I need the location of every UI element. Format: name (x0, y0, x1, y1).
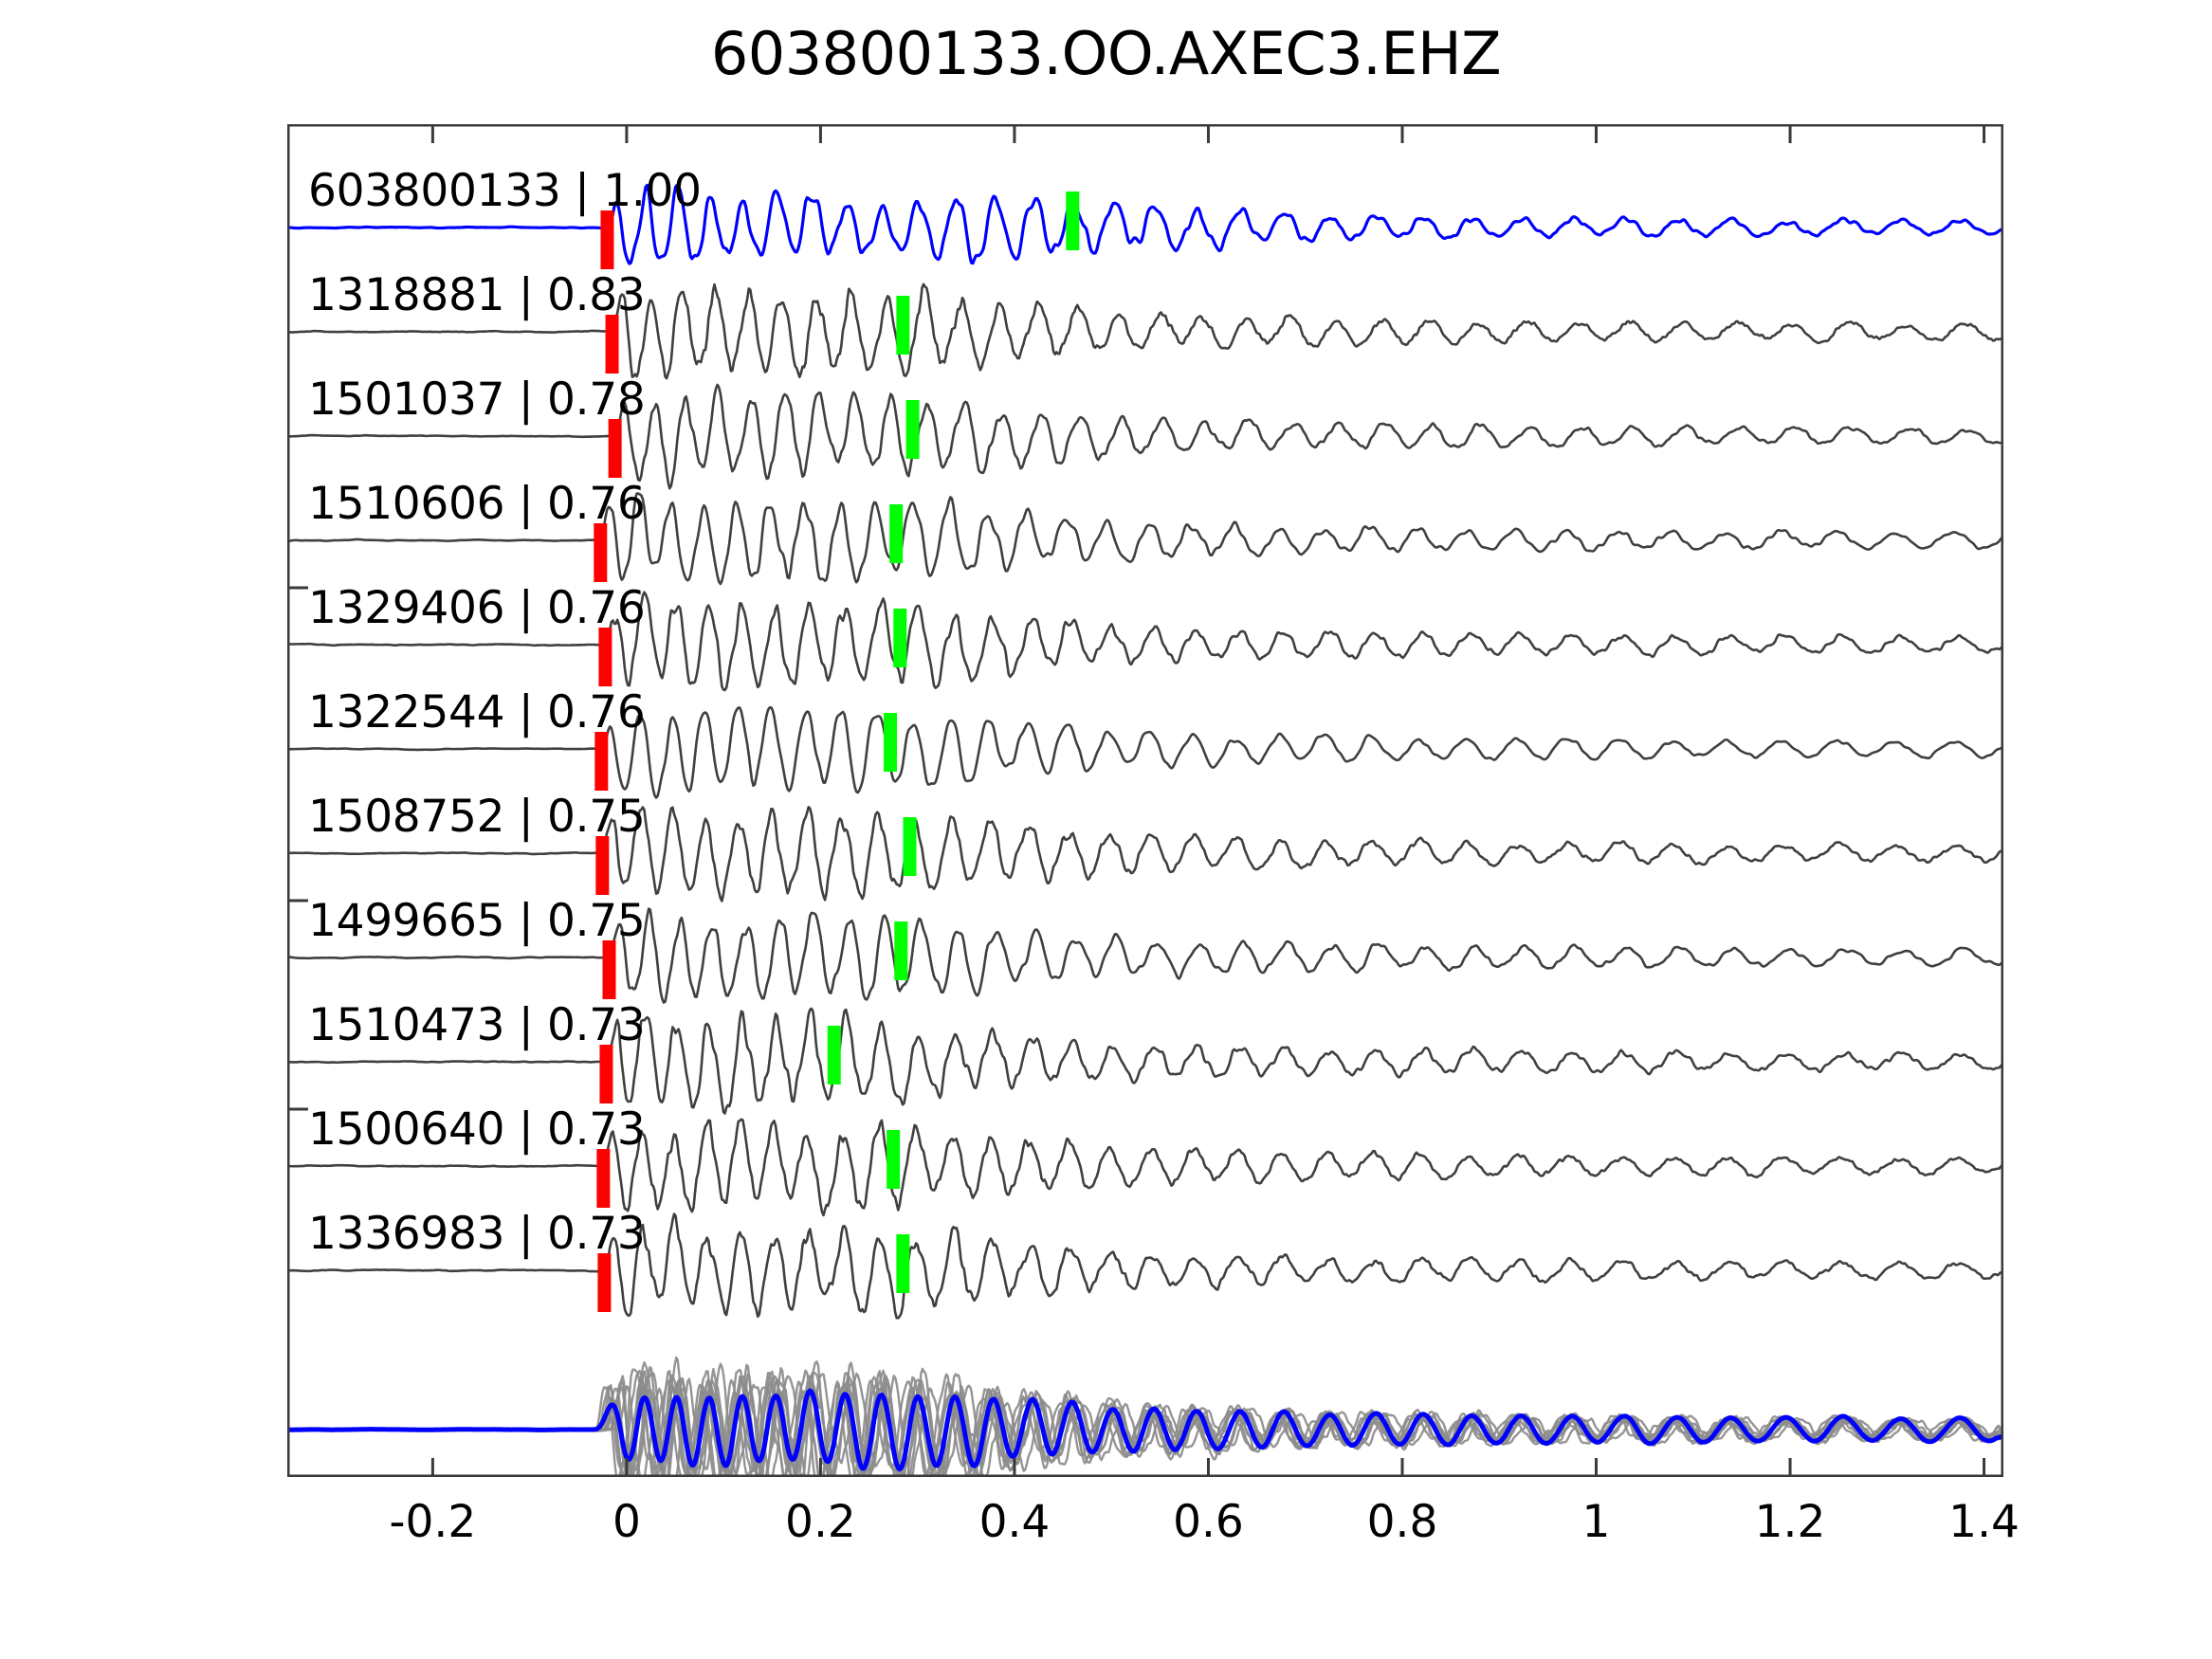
p-pick-marker (597, 1253, 612, 1312)
trace-label: 1510473 | 0.73 (308, 999, 646, 1051)
trace-label: 1329406 | 0.76 (308, 582, 646, 634)
waveform-trace (287, 1212, 2003, 1320)
x-tick-label: -0.2 (389, 1496, 477, 1548)
waveform-trace (287, 1118, 2003, 1217)
waveform-plot (287, 124, 2003, 1477)
x-tick-label: 0.2 (785, 1496, 856, 1548)
waveform-trace (287, 591, 2003, 692)
s-pick-marker (903, 817, 917, 876)
s-pick-marker (887, 1130, 901, 1189)
x-tick-label: 1 (1581, 1496, 1611, 1548)
waveform-trace (287, 492, 2003, 586)
s-pick-marker (889, 504, 904, 563)
p-pick-marker (598, 628, 612, 686)
x-axis-ticks (288, 125, 1986, 1476)
p-pick-marker (608, 419, 622, 478)
p-pick-marker (602, 940, 616, 999)
x-tick-label: 0.6 (1173, 1496, 1244, 1548)
trace-label: 1508752 | 0.75 (308, 791, 646, 843)
trace-label: 1322544 | 0.76 (308, 686, 646, 738)
trace-label: 1501037 | 0.78 (308, 374, 646, 426)
trace-label: 1318881 | 0.83 (308, 269, 646, 321)
x-tick-label: 0.4 (978, 1496, 1051, 1548)
p-pick-marker (596, 1149, 611, 1208)
s-pick-marker (827, 1026, 841, 1085)
stack-mean-trace (287, 1388, 2003, 1472)
waveform-trace (287, 806, 2003, 902)
x-tick-label: 0.8 (1366, 1496, 1438, 1548)
s-pick-marker (884, 713, 898, 772)
s-pick-marker (894, 921, 908, 980)
p-pick-marker (599, 1045, 613, 1103)
s-pick-marker (893, 609, 907, 667)
trace-label: 1510606 | 0.76 (308, 478, 646, 530)
trace-label: 1336983 | 0.73 (308, 1208, 646, 1260)
x-axis-tick-labels: -0.2 0 0.2 0.4 0.6 0.8 1 1.2 1.4 (287, 1496, 2020, 1562)
s-pick-marker (905, 400, 920, 459)
traces-group (287, 183, 2003, 1477)
waveform-trace (287, 705, 2003, 799)
waveform-trace (287, 907, 2003, 1004)
plot-area: 603800133 | 1.00 1318881 | 0.83 1501037 | … (287, 124, 2003, 1477)
p-pick-marker (594, 732, 609, 791)
picks-group (594, 191, 1080, 1312)
waveform-trace (287, 183, 2003, 265)
page-title: 603800133.OO.AXEC3.EHZ (710, 19, 1502, 88)
p-pick-marker (595, 836, 610, 895)
p-pick-marker (594, 523, 608, 582)
plot-frame (287, 124, 2003, 1477)
trace-label: 1500640 | 0.73 (308, 1103, 646, 1156)
waveform-trace (287, 283, 2003, 380)
waveform-trace (287, 1007, 2003, 1115)
x-tick-label: 1.2 (1754, 1496, 1826, 1548)
x-tick-label: 1.4 (1948, 1496, 2020, 1548)
trace-label: 1499665 | 0.75 (308, 895, 646, 947)
trace-label: 603800133 | 1.00 (308, 165, 702, 217)
p-pick-marker (605, 315, 619, 374)
waveform-trace (287, 383, 2003, 490)
x-tick-label: 0 (612, 1496, 641, 1548)
p-pick-marker (600, 210, 614, 269)
s-pick-marker (1066, 191, 1080, 250)
s-pick-marker (896, 296, 910, 355)
s-pick-marker (896, 1234, 910, 1293)
